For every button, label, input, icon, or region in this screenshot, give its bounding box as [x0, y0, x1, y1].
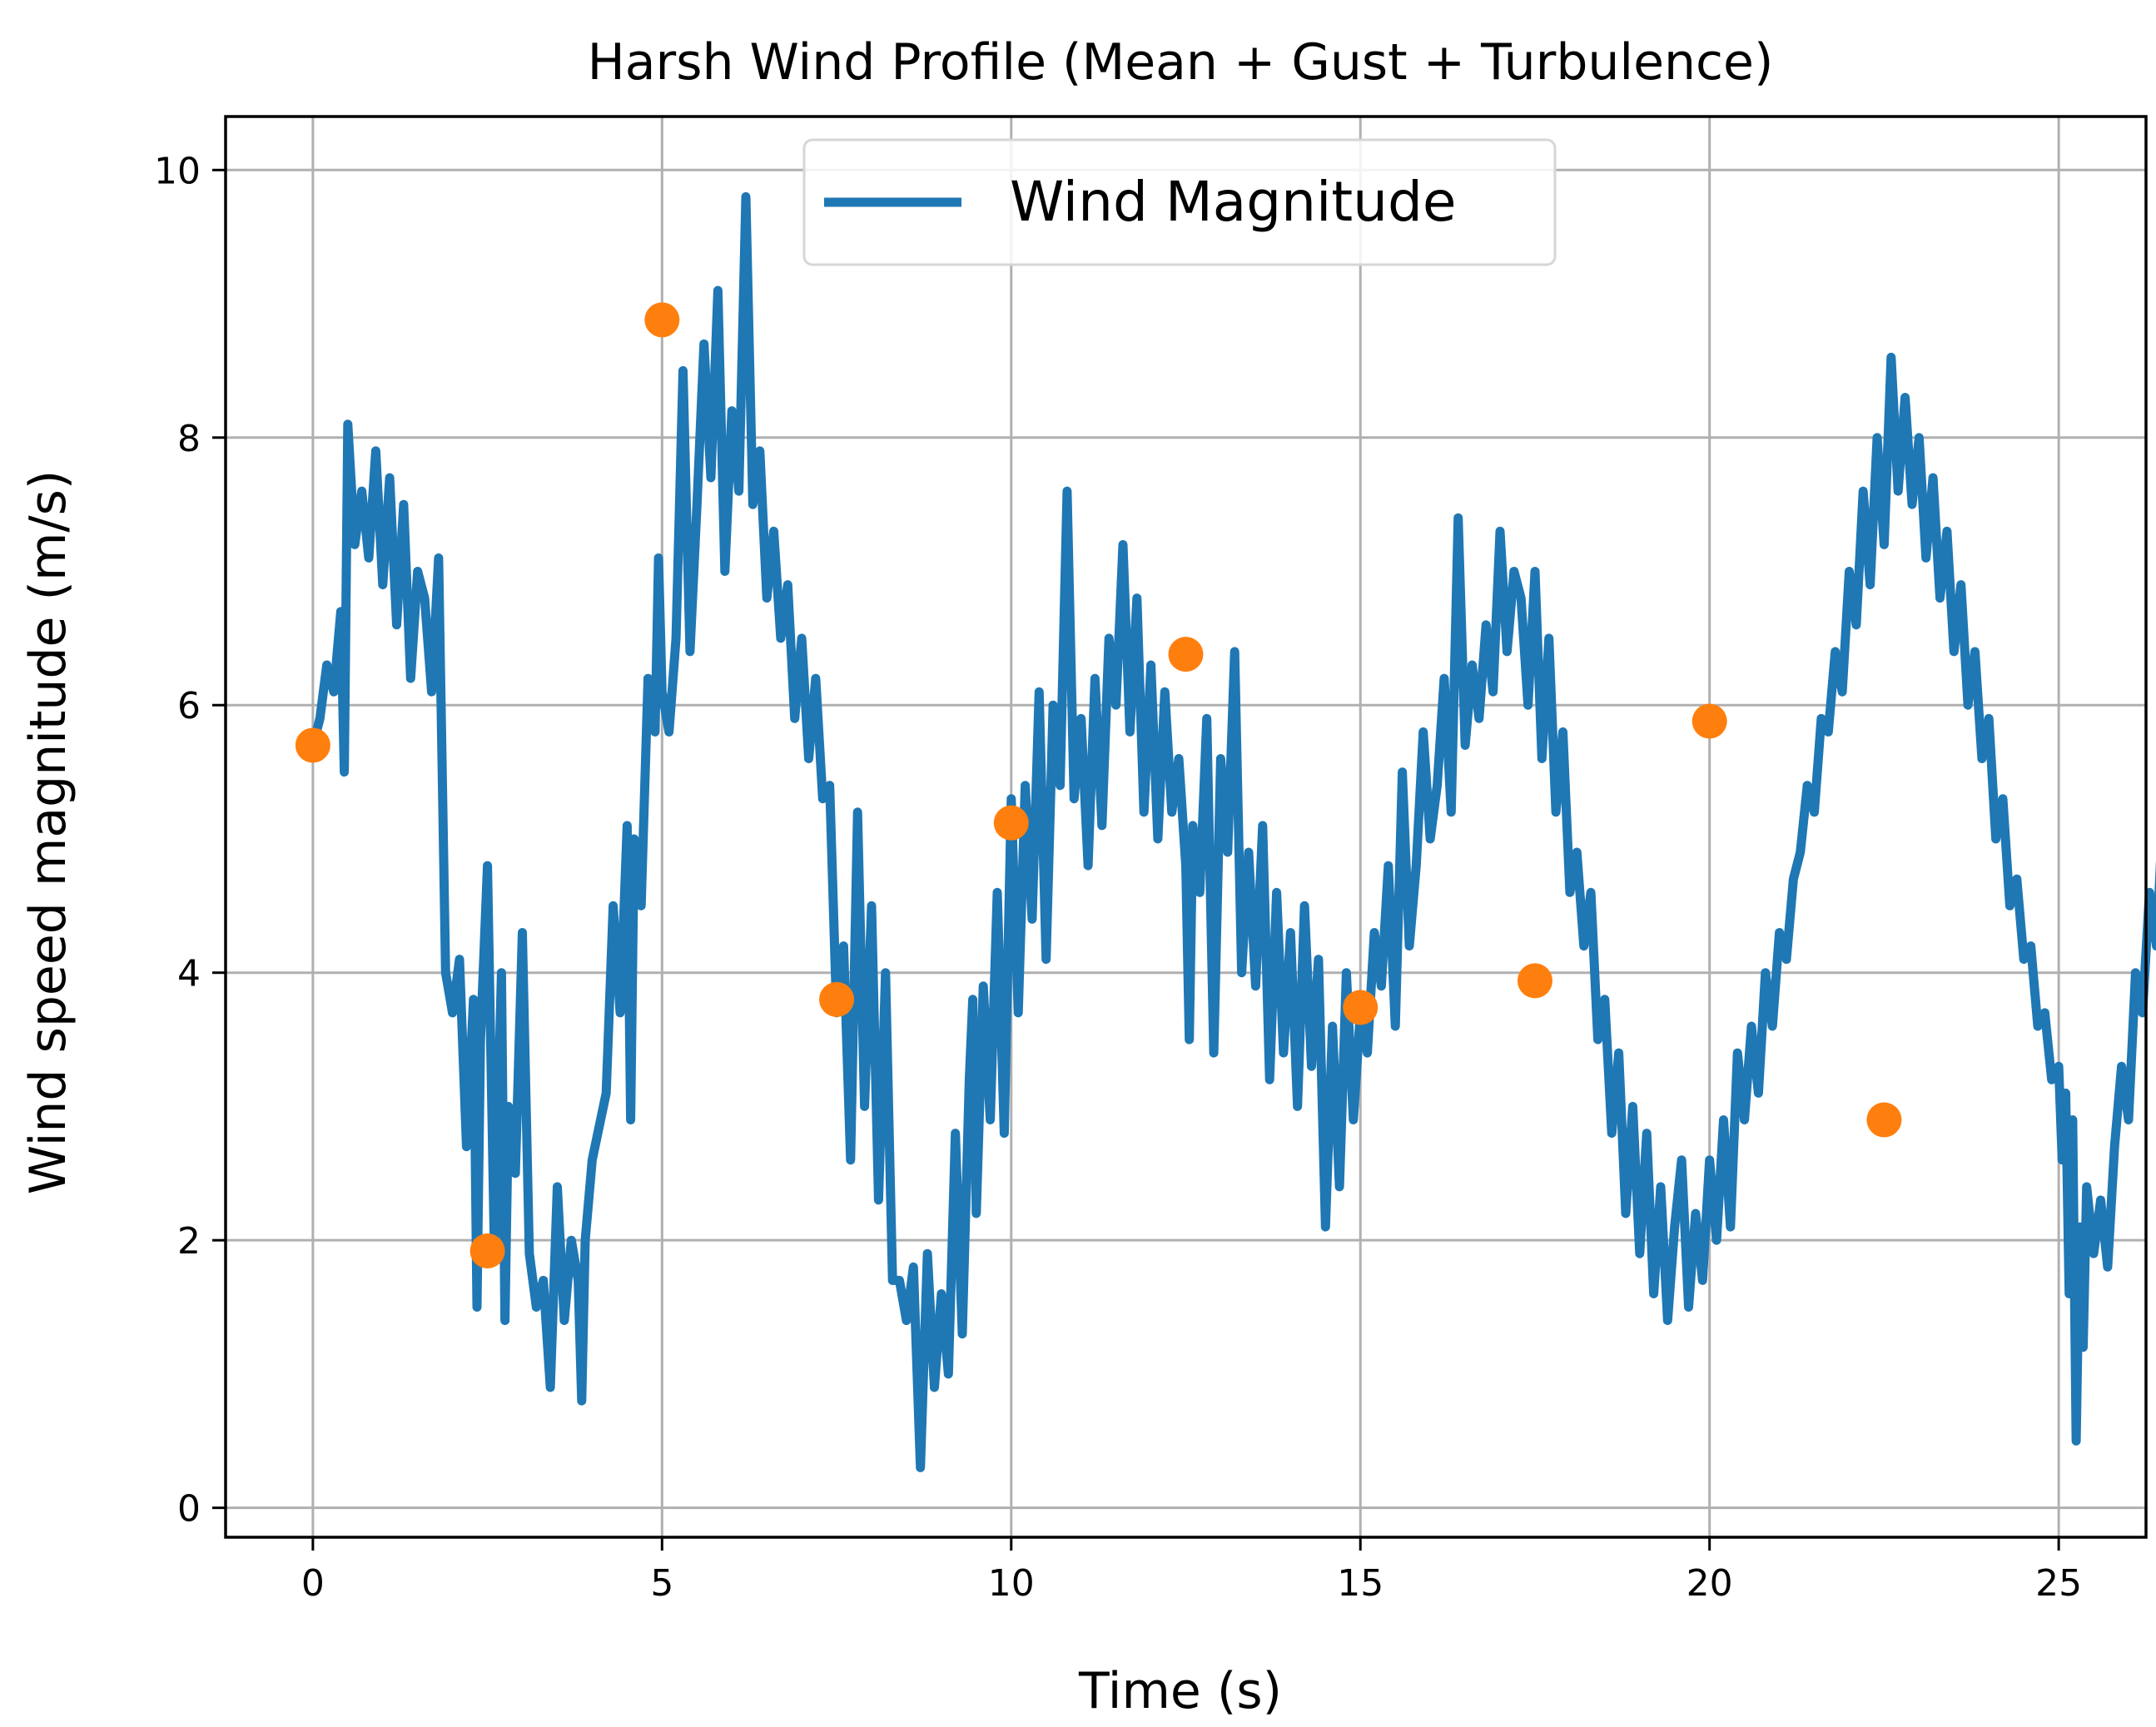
x-tick-label: 25 — [2035, 1562, 2082, 1605]
x-tick-label: 15 — [1337, 1562, 1384, 1605]
x-axis-label: Time (s) — [1078, 1662, 1282, 1720]
y-tick-label: 4 — [177, 953, 201, 995]
y-tick-label: 8 — [177, 418, 201, 460]
x-tick-label: 5 — [650, 1562, 673, 1605]
sample-marker — [469, 1233, 505, 1269]
sample-marker — [1692, 703, 1727, 739]
sample-markers — [295, 302, 1902, 1269]
sample-marker — [1517, 963, 1552, 999]
y-tick-label: 10 — [154, 150, 201, 192]
sample-marker — [1168, 637, 1204, 672]
x-tick-label: 20 — [1687, 1562, 1733, 1605]
legend-label: Wind Magnitude — [1010, 170, 1457, 234]
sample-marker — [819, 981, 855, 1017]
y-axis-label: Wind speed magnitude (m/s) — [19, 470, 77, 1195]
y-tick-label: 0 — [177, 1488, 201, 1531]
y-tick-label: 6 — [177, 685, 201, 727]
axes-frame — [224, 115, 2148, 1539]
x-tick-label: 10 — [988, 1562, 1035, 1605]
legend: Wind Magnitude — [802, 138, 1557, 266]
chart-title: Harsh Wind Profile (Mean + Gust + Turbul… — [588, 33, 1774, 92]
sample-marker — [644, 302, 680, 338]
y-axis-ticks: 0 2 4 6 8 10 — [154, 150, 226, 1531]
legend-box — [802, 138, 1557, 266]
sample-marker — [295, 727, 330, 763]
y-tick-label: 2 — [177, 1220, 201, 1263]
plot-area — [295, 191, 2156, 1472]
sample-marker — [1343, 990, 1379, 1025]
sample-marker — [1866, 1102, 1902, 1138]
x-axis-ticks: 0 5 10 15 20 25 — [301, 1537, 2082, 1605]
sample-marker — [993, 805, 1029, 841]
x-tick-label: 0 — [301, 1562, 325, 1605]
series-line-wind-magnitude — [308, 191, 2156, 1472]
